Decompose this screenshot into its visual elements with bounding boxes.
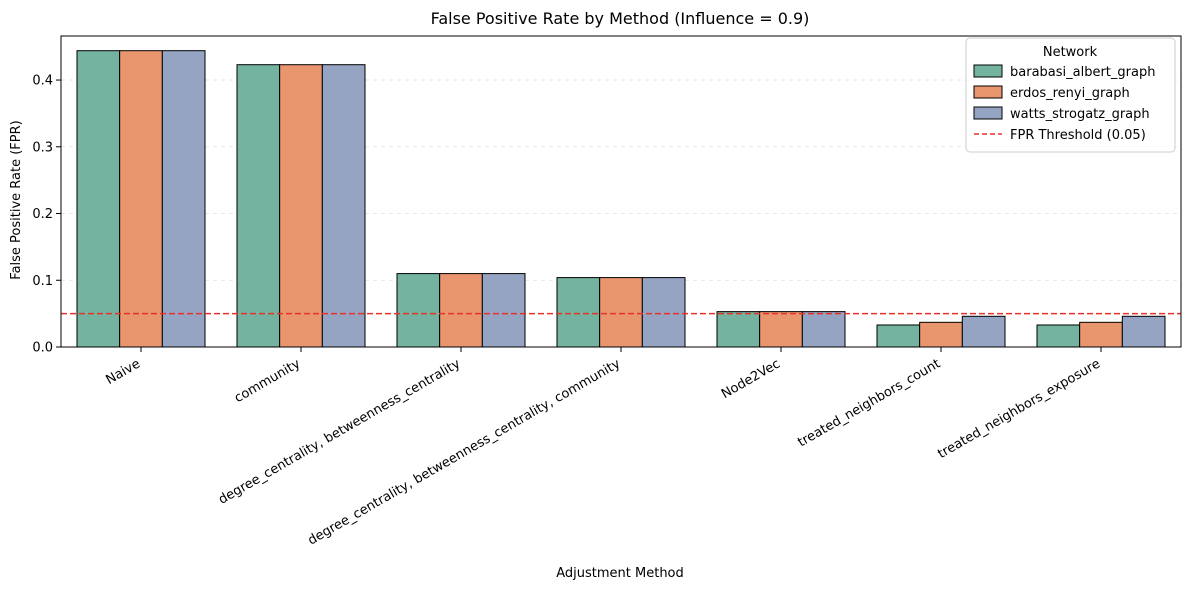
legend-swatch-erdos_renyi_graph — [973, 85, 1003, 99]
bar-erdos_renyi_graph-2 — [439, 273, 483, 348]
bar-watts_strogatz_graph-2 — [481, 273, 526, 348]
legend-title: Network — [1043, 45, 1098, 60]
legend-box — [965, 37, 1176, 153]
bar-barabasi_albert_graph-0 — [76, 50, 121, 348]
y-axis-label: False Positive Rate (FPR) — [9, 120, 24, 279]
x-tick-label: treated_neighbors_count — [795, 356, 943, 450]
x-tick-label: Node2Vec — [719, 356, 783, 402]
x-tick-label: Naive — [103, 356, 143, 387]
bar-erdos_renyi_graph-5 — [919, 321, 963, 348]
bar-barabasi_albert_graph-6 — [1036, 324, 1081, 348]
y-tick-label: 0.0 — [32, 341, 53, 356]
x-tick-label: degree_centrality, betweenness_centralit… — [305, 356, 623, 548]
bar-barabasi_albert_graph-5 — [876, 324, 921, 348]
bar-barabasi_albert_graph-4 — [716, 311, 761, 348]
x-tick-label: treated_neighbors_exposure — [935, 356, 1103, 461]
legend-label-threshold: FPR Threshold (0.05) — [1010, 128, 1146, 143]
bar-erdos_renyi_graph-3 — [599, 277, 643, 348]
legend-label-barabasi_albert_graph: barabasi_albert_graph — [1010, 65, 1155, 80]
bar-erdos_renyi_graph-6 — [1079, 321, 1123, 348]
y-axis-ticks: 0.0 0.1 0.2 0.3 0.4 — [32, 74, 61, 356]
x-tick-label: degree_centrality, betweenness_centralit… — [216, 356, 463, 507]
chart-title: False Positive Rate by Method (Influence… — [431, 9, 810, 28]
x-axis-label: Adjustment Method — [556, 566, 684, 581]
bar-barabasi_albert_graph-3 — [556, 277, 601, 348]
x-tick-label: community — [232, 356, 303, 406]
y-tick-label: 0.4 — [32, 74, 53, 89]
legend-entries: barabasi_albert_graph erdos_renyi_graphwa… — [973, 64, 1155, 143]
bar-erdos_renyi_graph-4 — [759, 311, 803, 348]
bar-watts_strogatz_graph-0 — [161, 50, 206, 348]
legend-label-watts_strogatz_graph: watts_strogatz_graph — [1010, 107, 1150, 122]
bar-erdos_renyi_graph-1 — [279, 64, 323, 348]
bar-barabasi_albert_graph-1 — [236, 64, 281, 348]
bar-watts_strogatz_graph-5 — [961, 315, 1006, 348]
bar-watts_strogatz_graph-3 — [641, 277, 686, 348]
legend: Network barabasi_albert_graph erdos_renyi… — [965, 37, 1176, 153]
y-tick-label: 0.3 — [32, 140, 53, 155]
bar-watts_strogatz_graph-4 — [801, 311, 846, 348]
y-tick-label: 0.1 — [32, 274, 53, 289]
bars — [76, 50, 1166, 348]
bar-erdos_renyi_graph-0 — [119, 50, 163, 348]
bar-watts_strogatz_graph-1 — [321, 64, 366, 348]
bar-watts_strogatz_graph-6 — [1121, 315, 1166, 348]
legend-swatch-watts_strogatz_graph — [973, 106, 1003, 120]
y-tick-label: 0.2 — [32, 207, 53, 222]
legend-label-erdos_renyi_graph: erdos_renyi_graph — [1010, 86, 1130, 101]
bar-barabasi_albert_graph-2 — [396, 273, 441, 348]
legend-swatch-barabasi_albert_graph — [973, 64, 1003, 78]
